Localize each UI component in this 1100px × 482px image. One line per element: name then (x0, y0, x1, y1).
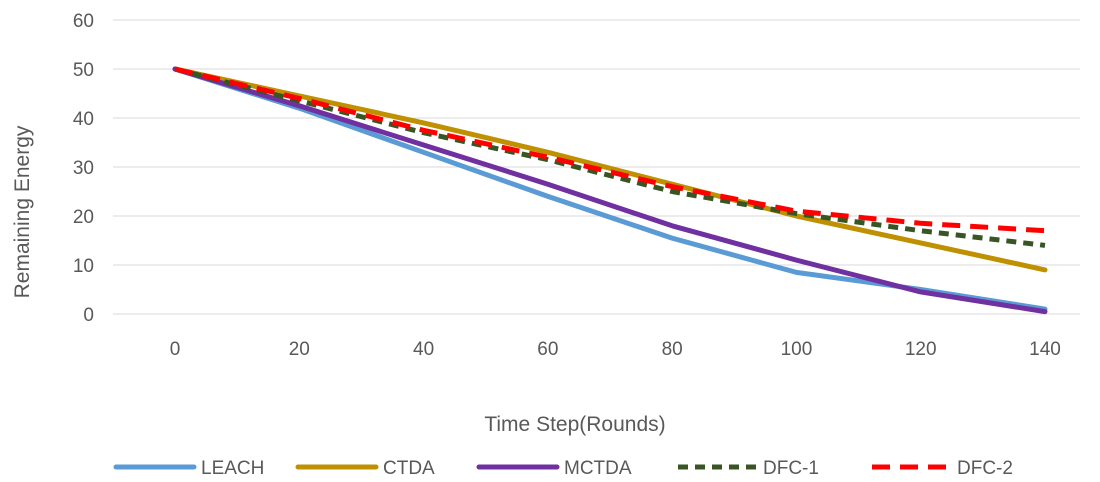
legend-label-ctda: CTDA (383, 458, 435, 479)
y-tick-label: 0 (83, 305, 94, 326)
gridlines (113, 19, 1080, 315)
x-tick-label: 20 (289, 339, 310, 360)
y-tick-label: 30 (73, 158, 94, 179)
series-lines (172, 66, 1048, 315)
y-tick-label: 40 (73, 109, 94, 130)
series-line-mctda (172, 66, 1048, 315)
legend-label-mctda: MCTDA (564, 458, 632, 479)
legend-label-leach: LEACH (201, 458, 264, 479)
legend: LEACH CTDA MCTDA DFC-1 DFC-2 (113, 458, 1013, 479)
y-tick-label: 10 (73, 256, 94, 277)
x-tick-label: 100 (781, 339, 813, 360)
series-line-dfc-2 (174, 66, 1046, 234)
x-tick-label: 120 (905, 339, 937, 360)
y-tick-label: 60 (73, 11, 94, 32)
x-tick-label: 140 (1029, 339, 1061, 360)
series-line-leach (172, 66, 1048, 312)
series-line-dfc-1 (174, 66, 1046, 248)
y-tick-label: 20 (73, 207, 94, 228)
legend-label-dfc-2: DFC-2 (957, 458, 1013, 479)
x-axis-title: Time Step(Rounds) (484, 413, 665, 436)
x-tick-label: 0 (170, 339, 181, 360)
series-line-ctda (172, 66, 1048, 273)
y-tick-labels: 0 10 20 30 40 50 60 (73, 11, 94, 326)
x-tick-label: 40 (413, 339, 434, 360)
x-tick-label: 60 (537, 339, 558, 360)
x-tick-labels: 0 20 40 60 80 100 120 140 (170, 339, 1061, 360)
x-tick-label: 80 (662, 339, 683, 360)
y-axis-title: Remaining Energy (11, 125, 34, 298)
legend-label-dfc-1: DFC-1 (763, 458, 819, 479)
y-tick-label: 50 (73, 60, 94, 81)
